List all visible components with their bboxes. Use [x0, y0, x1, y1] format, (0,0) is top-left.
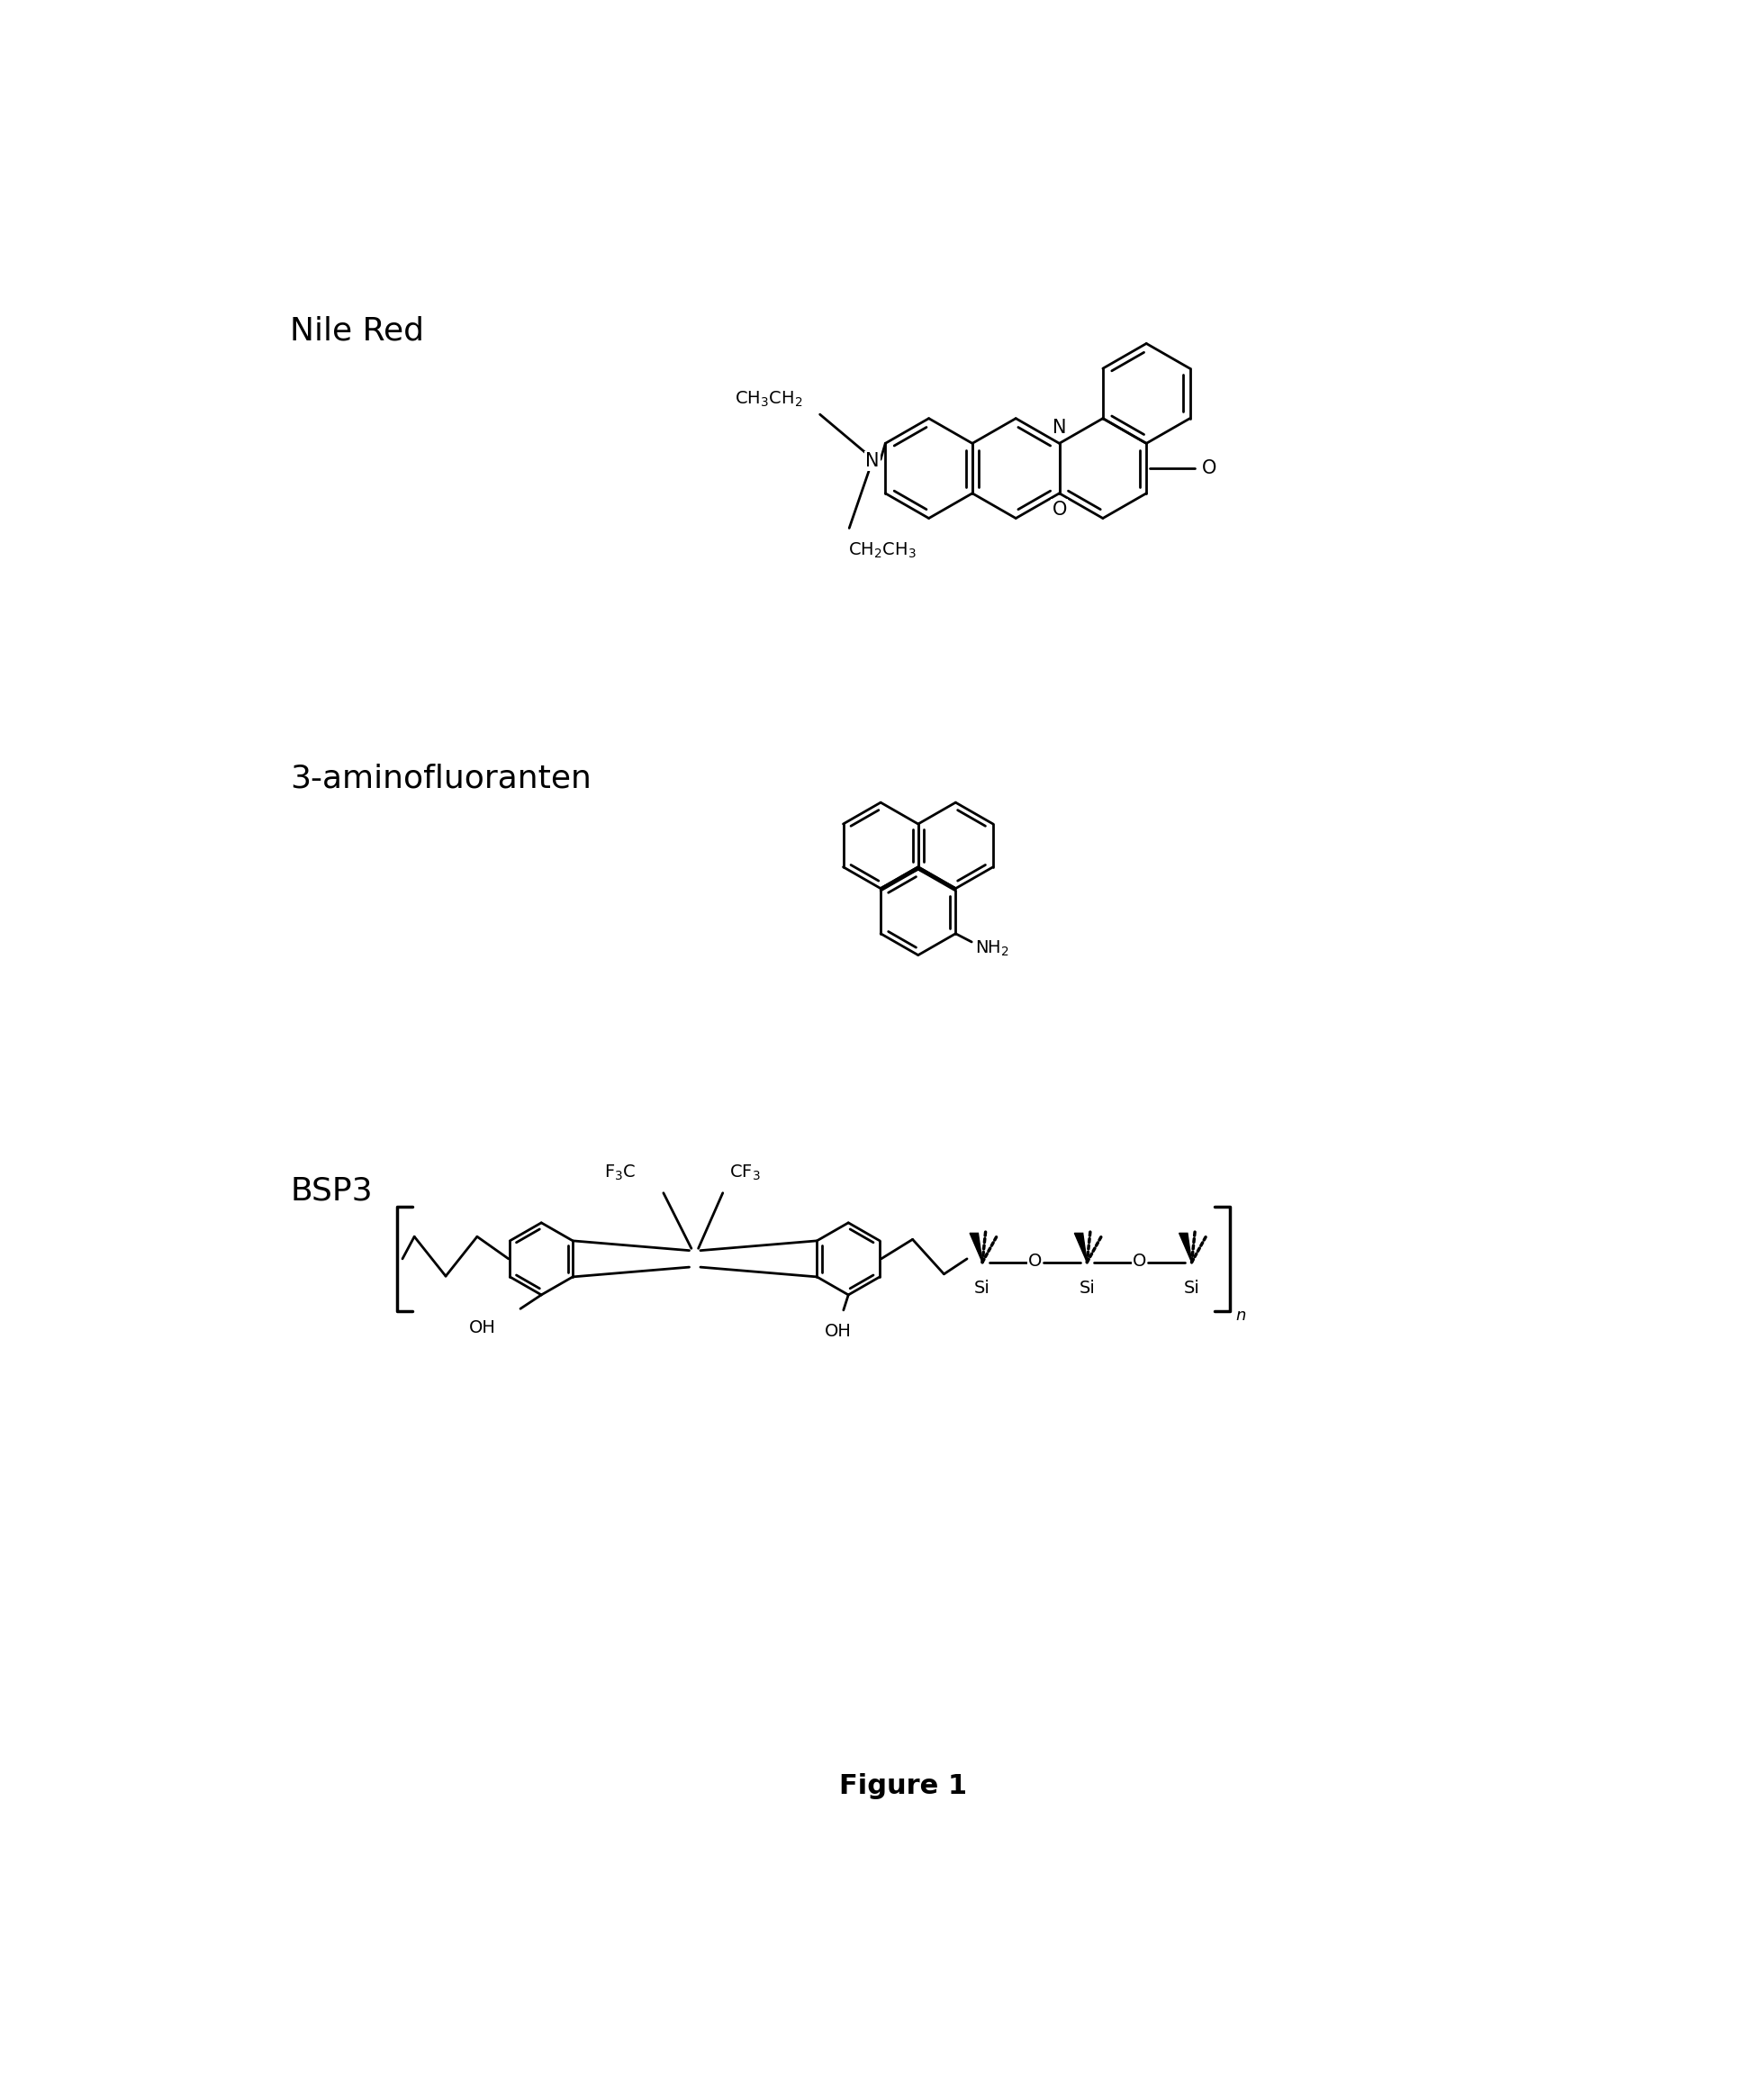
- Text: CF$_3$: CF$_3$: [729, 1163, 761, 1182]
- Text: Nile Red: Nile Red: [291, 315, 425, 347]
- Polygon shape: [1179, 1233, 1191, 1262]
- Text: Figure 1: Figure 1: [839, 1772, 967, 1800]
- Text: N: N: [1052, 418, 1066, 437]
- Text: BSP3: BSP3: [291, 1176, 372, 1205]
- Text: OH: OH: [825, 1323, 851, 1340]
- Text: F$_3$C: F$_3$C: [604, 1163, 636, 1182]
- Text: OH: OH: [469, 1319, 495, 1336]
- Text: O: O: [1027, 1252, 1041, 1268]
- Text: Si: Si: [1078, 1279, 1094, 1296]
- Polygon shape: [969, 1233, 981, 1262]
- Text: O: O: [1202, 460, 1216, 477]
- Text: CH$_3$CH$_2$: CH$_3$CH$_2$: [735, 391, 802, 410]
- Text: NH$_2$: NH$_2$: [974, 939, 1010, 958]
- Text: O: O: [1052, 500, 1066, 519]
- Text: CH$_2$CH$_3$: CH$_2$CH$_3$: [848, 540, 916, 561]
- Text: N: N: [865, 452, 879, 470]
- Text: 3-aminofluoranten: 3-aminofluoranten: [291, 762, 592, 794]
- Text: Si: Si: [974, 1279, 990, 1296]
- Text: O: O: [1131, 1252, 1145, 1268]
- Text: Si: Si: [1182, 1279, 1200, 1296]
- Text: n: n: [1235, 1308, 1246, 1323]
- Polygon shape: [1073, 1233, 1087, 1262]
